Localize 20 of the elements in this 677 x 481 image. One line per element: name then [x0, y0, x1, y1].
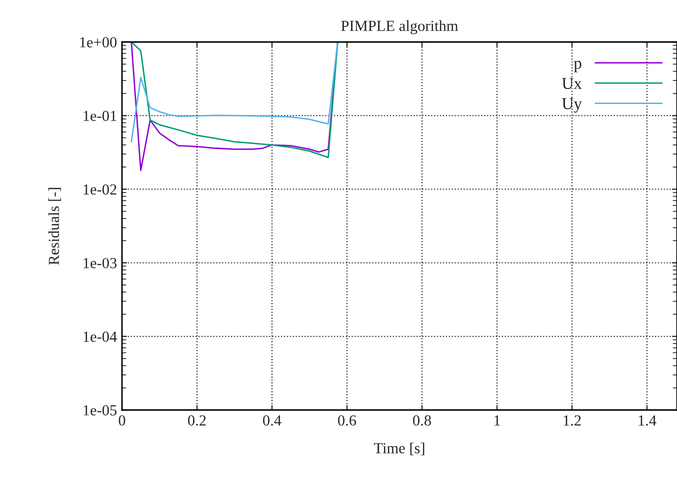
chart-title: PIMPLE algorithm — [341, 20, 458, 34]
legend-label: Ux — [562, 78, 582, 90]
x-tick-label: 1.4 — [638, 415, 656, 426]
x-tick-label: 1 — [494, 415, 500, 426]
x-tick-label: 0.6 — [338, 415, 356, 426]
y-tick-label: 1e+00 — [80, 37, 117, 48]
y-tick-label: 1e-03 — [84, 258, 117, 268]
x-tick-label: 0.4 — [263, 415, 282, 426]
x-tick-label: 0 — [118, 415, 126, 426]
y-tick-label: 1e-01 — [84, 110, 116, 122]
legend-label: Uy — [562, 98, 582, 113]
y-tick-label: 1e-05 — [84, 405, 117, 416]
y-tick-label: 1e-02 — [84, 184, 116, 195]
legend-label: p — [574, 60, 582, 72]
y-axis-title: Residuals [-] — [48, 188, 61, 265]
y-tick-label: 1e-04 — [84, 332, 117, 342]
x-tick-label: 1.2 — [564, 415, 581, 426]
x-tick-label: 0.8 — [413, 415, 431, 426]
x-tick-label: 0.2 — [188, 415, 206, 426]
x-axis-title: Time [s] — [374, 442, 424, 456]
